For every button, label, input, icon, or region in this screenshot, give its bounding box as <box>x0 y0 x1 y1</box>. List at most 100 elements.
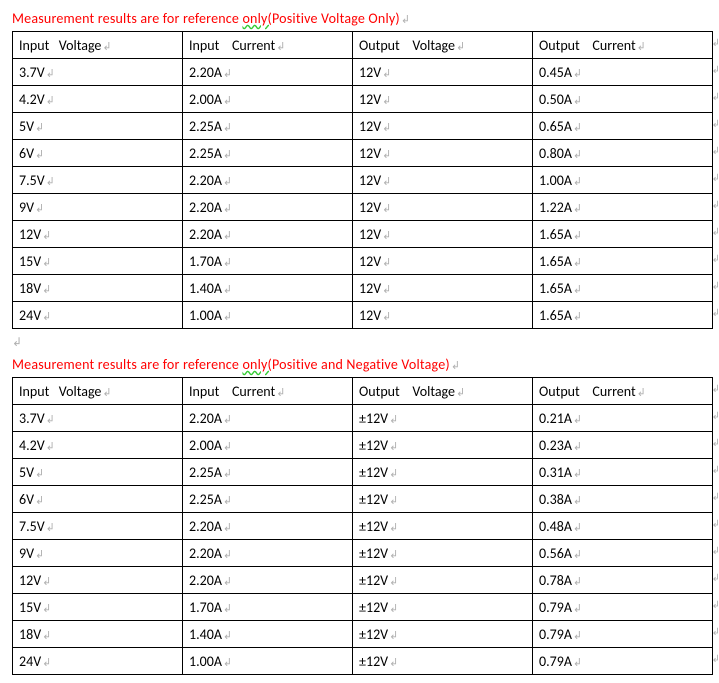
para-mark-icon: ↲ <box>276 40 285 53</box>
para-mark-icon: ↲ <box>46 440 55 453</box>
table-header-row: Input Voltage↲Input Current↲Output Volta… <box>13 32 713 59</box>
table-cell: ±12V↲ <box>353 540 533 567</box>
para-mark-icon: ↲ <box>223 548 232 561</box>
table-header-row: Input Voltage↲Input Current↲Output Volta… <box>13 378 713 405</box>
para-mark-icon: ↲ <box>35 202 44 215</box>
cell-text: 3.7V <box>19 410 45 427</box>
table-cell: 1.40A↲ <box>183 621 353 648</box>
cell-text: 2.20A <box>189 518 222 535</box>
cell-text: 24V <box>19 307 41 324</box>
table-cell: 12V↲ <box>353 86 533 113</box>
table-cell: 12V↲ <box>353 113 533 140</box>
table-cell: 0.38A↲↲ <box>533 486 713 513</box>
table-row: 24V↲1.00A↲12V↲1.65A↲↲ <box>13 302 713 329</box>
table-cell: 0.50A↲↲ <box>533 86 713 113</box>
table1: Input Voltage↲Input Current↲Output Volta… <box>12 31 713 329</box>
cell-text: 2.25A <box>189 491 222 508</box>
table-cell: 2.20A↲ <box>183 194 353 221</box>
para-mark-icon: ↲ <box>223 202 232 215</box>
table-cell: 0.23A↲↲ <box>533 432 713 459</box>
cell-text: 12V <box>359 199 381 216</box>
table-cell: 0.56A↲↲ <box>533 540 713 567</box>
cell-text: 0.79A <box>539 626 572 643</box>
table-cell: 0.78A↲↲ <box>533 567 713 594</box>
table-cell: ±12V↲ <box>353 459 533 486</box>
cell-text: 0.78A <box>539 572 572 589</box>
para-mark-icon: ↲ <box>35 148 44 161</box>
cell-text: 0.21A <box>539 410 572 427</box>
table-cell: 0.79A↲↲ <box>533 594 713 621</box>
table-row: 9V↲2.20A↲±12V↲0.56A↲↲ <box>13 540 713 567</box>
cell-text: 1.65A <box>539 307 572 324</box>
cell-text: 1.00A <box>539 172 572 189</box>
table-header-cell: Input Voltage↲ <box>13 378 183 405</box>
table-row: 3.7V↲2.20A↲±12V↲0.21A↲↲ <box>13 405 713 432</box>
table-cell: 15V↲ <box>13 248 183 275</box>
para-mark-icon: ↲ <box>223 602 232 615</box>
para-mark-icon: ↲ <box>42 629 51 642</box>
para-mark-icon: ↲ <box>223 229 232 242</box>
cell-text: 12V <box>359 307 381 324</box>
cell-text: 12V <box>359 91 381 108</box>
cell-text: 1.65A <box>539 280 572 297</box>
table-cell: 2.25A↲ <box>183 459 353 486</box>
cell-text: 2.20A <box>189 572 222 589</box>
table-cell: 1.00A↲ <box>183 648 353 675</box>
para-mark-icon: ↲ <box>42 310 51 323</box>
para-mark-icon: ↲ <box>456 386 465 399</box>
cell-text: ±12V <box>359 545 388 562</box>
row-mark-icon: ↲ <box>712 90 719 103</box>
para-mark-icon: ↲ <box>223 494 232 507</box>
table-row: 7.5V↲2.20A↲±12V↲0.48A↲↲ <box>13 513 713 540</box>
table2-title: Measurement results are for reference on… <box>12 356 711 373</box>
cell-text: 12V <box>19 572 41 589</box>
table-cell: 12V↲ <box>13 221 183 248</box>
para-mark-icon: ↲ <box>573 575 582 588</box>
table-row: 7.5V↲2.20A↲12V↲1.00A↲↲ <box>13 167 713 194</box>
para-mark-icon: ↲ <box>573 548 582 561</box>
cell-text: 7.5V <box>19 172 45 189</box>
para-mark-icon: ↲ <box>223 175 232 188</box>
para-mark-icon: ↲ <box>223 121 232 134</box>
row-mark-icon: ↲ <box>712 463 719 476</box>
cell-text: 0.23A <box>539 437 572 454</box>
para-mark-icon: ↲ <box>382 67 391 80</box>
table-cell: ±12V↲ <box>353 648 533 675</box>
table-cell: 5V↲ <box>13 459 183 486</box>
para-mark-icon: ↲ <box>46 175 55 188</box>
table-cell: 1.70A↲ <box>183 594 353 621</box>
table-cell: 2.00A↲ <box>183 86 353 113</box>
table-cell: 1.65A↲↲ <box>533 221 713 248</box>
table-cell: 2.25A↲ <box>183 113 353 140</box>
para-mark-icon: ↲ <box>382 148 391 161</box>
row-mark-icon: ↲ <box>712 144 719 157</box>
para-mark-icon: ↲ <box>102 386 111 399</box>
cell-text: 1.40A <box>189 626 222 643</box>
cell-text: 15V <box>19 253 41 270</box>
para-mark-icon: ↲ <box>573 229 582 242</box>
table-header-cell: Output Voltage↲ <box>353 378 533 405</box>
cell-text: 12V <box>359 280 381 297</box>
table-row: 3.7V↲2.20A↲12V↲0.45A↲↲ <box>13 59 713 86</box>
table-row: 9V↲2.20A↲12V↲1.22A↲↲ <box>13 194 713 221</box>
para-mark-icon: ↲ <box>573 121 582 134</box>
cell-text: 0.38A <box>539 491 572 508</box>
cell-text: 18V <box>19 280 41 297</box>
table2-body: Input Voltage↲Input Current↲Output Volta… <box>13 378 713 675</box>
table-cell: 0.45A↲↲ <box>533 59 713 86</box>
cell-text: ±12V <box>359 572 388 589</box>
row-mark-icon: ↲ <box>712 625 719 638</box>
cell-text: 12V <box>359 145 381 162</box>
table1-title: Measurement results are for reference on… <box>12 10 711 27</box>
table-row: 15V↲1.70A↲12V↲1.65A↲↲ <box>13 248 713 275</box>
para-mark-icon: ↲ <box>102 40 111 53</box>
para-mark-icon: ↲ <box>46 521 55 534</box>
para-mark-icon: ↲ <box>223 629 232 642</box>
cell-text: 0.50A <box>539 91 572 108</box>
para-mark-icon: ↲ <box>276 386 285 399</box>
table-cell: 0.79A↲↲ <box>533 648 713 675</box>
table-cell: 12V↲ <box>353 140 533 167</box>
cell-text: 2.20A <box>189 172 222 189</box>
cell-text: ±12V <box>359 437 388 454</box>
title2-suffix: Positive and Negative Voltage) <box>272 356 450 373</box>
